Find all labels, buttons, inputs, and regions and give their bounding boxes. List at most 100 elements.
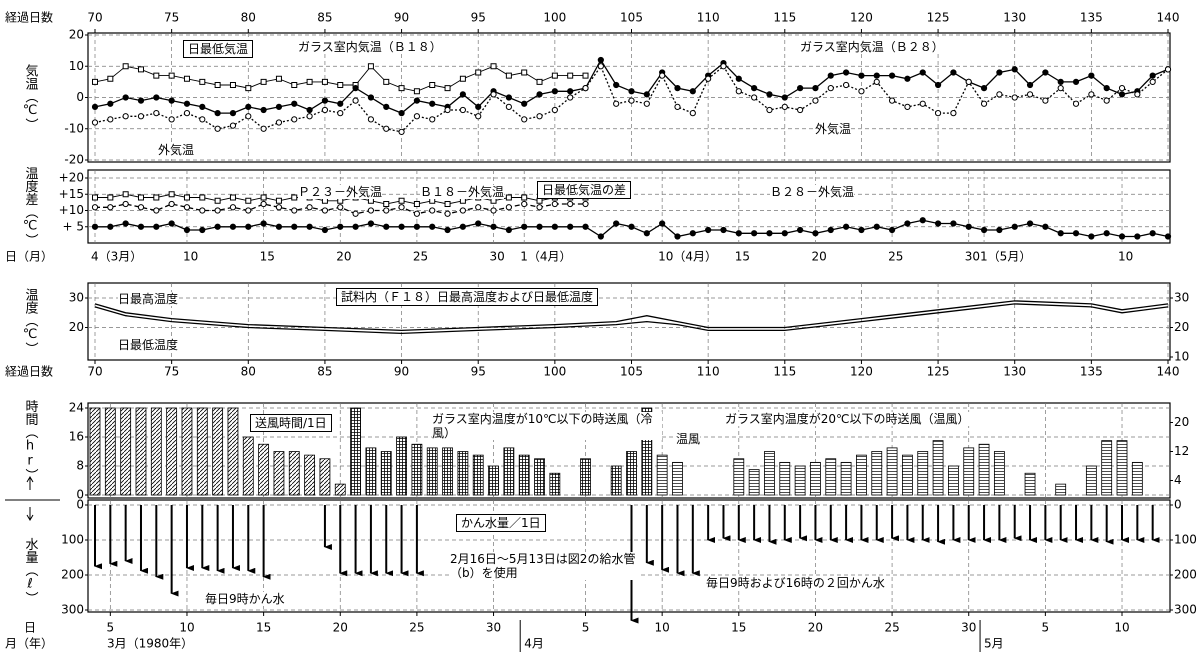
- point: [153, 110, 160, 117]
- point: [858, 88, 865, 95]
- point: [137, 223, 145, 230]
- bar: [534, 458, 545, 496]
- point: [214, 197, 221, 204]
- x-tick-label: 5: [1042, 621, 1050, 635]
- point: [275, 197, 282, 204]
- point: [904, 103, 911, 110]
- point: [429, 223, 436, 230]
- point: [643, 230, 650, 237]
- x-tick-label: 115: [773, 11, 796, 25]
- point: [1011, 66, 1018, 73]
- point: [551, 223, 558, 230]
- point: [107, 75, 114, 82]
- point: [275, 204, 283, 211]
- point: [628, 97, 635, 104]
- point: [459, 106, 466, 114]
- point: [107, 116, 114, 123]
- point: [873, 223, 880, 230]
- point: [475, 103, 482, 110]
- point: [459, 223, 466, 230]
- bar: [1055, 483, 1067, 496]
- x-axis-title: 経過日数: [5, 10, 53, 25]
- point: [413, 201, 420, 207]
- point: [459, 207, 466, 214]
- annotation: 外気温: [158, 143, 195, 157]
- point: [260, 220, 267, 227]
- y-tick-label: 0: [76, 498, 84, 512]
- bar: [242, 436, 254, 496]
- x-tick-label: 15: [735, 250, 750, 264]
- point: [260, 194, 267, 201]
- point: [122, 94, 129, 101]
- y-tick-label: 0: [76, 488, 84, 502]
- x-tick-label: 15: [256, 621, 271, 635]
- bar: [810, 461, 821, 496]
- point: [965, 78, 972, 85]
- point: [858, 226, 865, 234]
- point: [383, 103, 390, 110]
- month-label: 4月: [524, 637, 544, 651]
- point: [413, 223, 420, 230]
- point: [367, 197, 374, 204]
- point: [291, 100, 298, 107]
- annotation: 日最低気温の差: [537, 181, 632, 199]
- point: [214, 110, 221, 117]
- point: [827, 226, 834, 234]
- point: [797, 85, 804, 92]
- point: [490, 223, 497, 230]
- x-tick-label: 90: [394, 365, 409, 379]
- point: [781, 103, 788, 110]
- x-tick-label: 20: [808, 621, 823, 635]
- point: [505, 226, 512, 234]
- point: [1026, 81, 1034, 89]
- point: [980, 226, 988, 234]
- y-tick-label: 20: [69, 320, 84, 334]
- point: [888, 72, 896, 79]
- point: [199, 207, 206, 214]
- bar: [764, 451, 775, 496]
- point: [168, 72, 175, 79]
- y2-tick-label: 20: [1174, 415, 1189, 429]
- point: [1118, 91, 1126, 98]
- x-tick-label: 135: [1080, 11, 1103, 25]
- x-tick-label: 30: [486, 621, 501, 635]
- point: [321, 226, 329, 234]
- point: [628, 88, 635, 95]
- point: [383, 223, 390, 230]
- bar: [273, 451, 285, 496]
- point: [413, 113, 420, 120]
- point: [444, 210, 451, 217]
- bar: [779, 461, 791, 496]
- y2-tick-label: 10: [1174, 350, 1189, 364]
- point: [1072, 230, 1080, 237]
- point: [321, 106, 329, 114]
- bar: [871, 451, 883, 496]
- annotation: 日最低気温: [183, 40, 254, 58]
- y-tick-label: 8: [76, 459, 84, 473]
- x-tick-label: 105: [620, 11, 643, 25]
- point: [383, 201, 390, 207]
- point: [107, 223, 114, 230]
- bar: [902, 454, 913, 496]
- x-tick-label: 10: [655, 621, 670, 635]
- point: [950, 69, 957, 76]
- point: [1103, 97, 1110, 104]
- y-tick-label: +10: [59, 203, 84, 217]
- x-tick-label: 1（5月）: [980, 250, 1031, 264]
- point: [950, 110, 957, 117]
- point: [934, 110, 942, 117]
- point: [1042, 223, 1049, 230]
- annotation: 温風: [676, 432, 701, 446]
- annotation: 毎日9時かん水: [205, 592, 285, 606]
- x-tick-label: 5: [582, 621, 590, 635]
- x-tick-label: 135: [1080, 365, 1103, 379]
- point: [367, 63, 374, 70]
- point: [797, 106, 804, 114]
- point: [137, 66, 144, 73]
- bar: [641, 407, 653, 496]
- annotation: 送風時間/1日: [250, 414, 332, 432]
- point: [904, 220, 911, 227]
- point: [91, 204, 99, 211]
- point: [643, 100, 650, 107]
- point: [291, 82, 298, 88]
